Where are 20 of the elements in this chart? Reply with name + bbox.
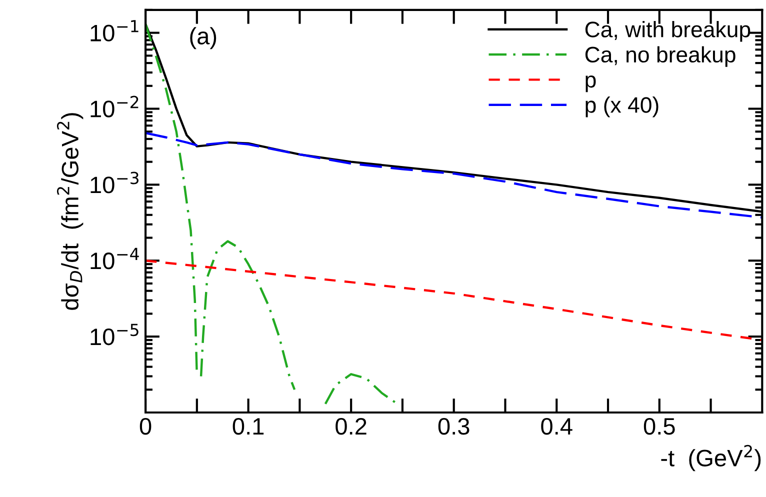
y-axis-title: dσ$_{D}$/dt (fm$^{2}$/GeV$^{2}$) [56,113,84,310]
x-tick-label: 0.5 [644,418,675,435]
legend-label: p (x 40) [586,96,658,118]
legend-label: p [586,76,596,92]
annotation: (a) [190,27,216,50]
y-tick-label: 10$^{−1}$ [90,20,138,42]
y-tick-label: 10$^{−3}$ [90,172,138,194]
x-tick-label: 0.1 [232,418,264,435]
x-axis-title: -t (GeV$^{2}$) [661,444,761,472]
legend-label: Ca, no breakup [585,46,736,67]
line-series [146,132,762,219]
x-tick-label: 0.2 [336,418,366,435]
x-tick-label: 0 [140,418,152,435]
y-tick-label: 10$^{−5}$ [90,324,138,346]
y-tick-label: 10$^{−4}$ [90,248,139,270]
y-tick-label: 10$^{−2}$ [90,96,138,118]
x-tick-label: 0.3 [438,418,470,435]
x-tick-label: 0.4 [541,418,572,435]
legend-label: Ca, with breakup [585,21,750,42]
line-series [146,260,762,342]
